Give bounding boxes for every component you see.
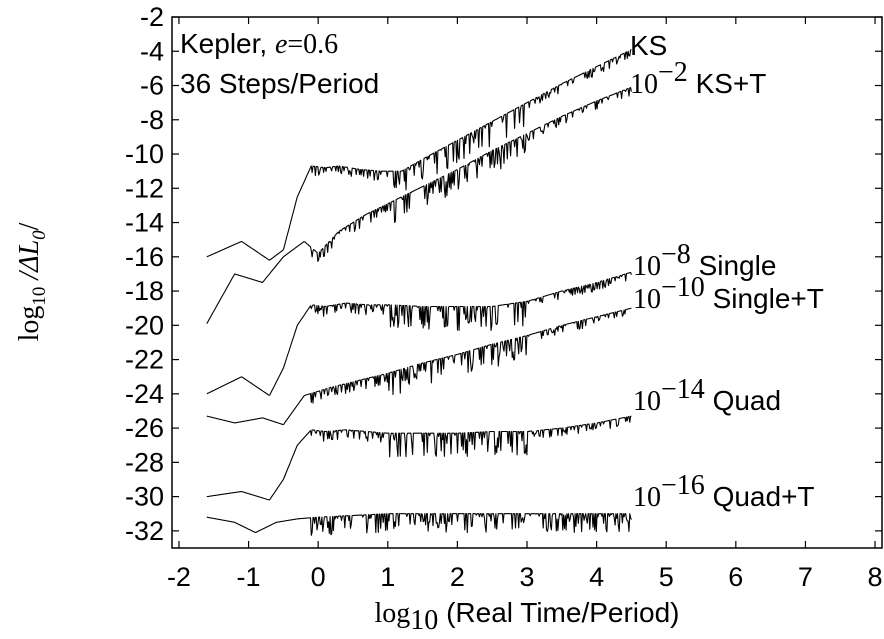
x-tick-label: 0 [311, 562, 326, 592]
x-axis-ticks: -2 -1 0 1 2 3 4 5 6 7 8 [167, 17, 883, 592]
series-label-0: KS [630, 30, 667, 61]
y-tick-label: -32 [125, 516, 164, 546]
series-line-0 [206, 49, 632, 261]
y-tick-label: -12 [125, 173, 164, 203]
y-tick-label: -22 [125, 345, 164, 375]
info-box-line2: 36 Steps/Period [180, 68, 379, 99]
x-tick-label: 3 [519, 562, 534, 592]
y-axis-label: log10 /ΔL0/ [14, 222, 50, 341]
x-tick-label: -1 [237, 562, 261, 592]
series-line-1 [206, 87, 632, 324]
x-tick-label: 7 [798, 562, 813, 592]
series-line-2 [206, 271, 632, 396]
series-line-3 [206, 307, 632, 426]
y-tick-label: -8 [140, 105, 164, 135]
y-tick-label: -14 [125, 208, 164, 238]
y-tick-label: -4 [140, 36, 164, 66]
x-tick-label: 8 [868, 562, 883, 592]
x-tick-label: 6 [728, 562, 743, 592]
series-line-5 [206, 513, 632, 536]
y-tick-label: -28 [125, 447, 164, 477]
y-tick-label: -10 [125, 139, 164, 169]
series-label-4: 10−14 Quad [633, 374, 781, 417]
y-tick-label: -2 [140, 2, 164, 32]
x-tick-label: 5 [659, 562, 674, 592]
y-tick-label: -16 [125, 242, 164, 272]
y-axis-ticks: -2 -4 -6 -8 -10 -12 -14 -16 -18 -20 -22 -24 -26 -28 -3… [125, 2, 882, 546]
y-tick-label: -6 [140, 71, 164, 101]
y-tick-label: -26 [125, 413, 164, 443]
series-lines [206, 49, 632, 536]
x-axis-label: log10 (Real Time/Period) [375, 597, 680, 636]
x-tick-label: -2 [167, 562, 191, 592]
series-line-4 [206, 415, 632, 501]
series-label-2: 10−8 Single [633, 239, 776, 282]
y-tick-label: -30 [125, 482, 164, 512]
y-tick-label: -24 [125, 379, 164, 409]
y-tick-label: -20 [125, 310, 164, 340]
x-tick-label: 2 [450, 562, 465, 592]
series-label-1: 10−2 KS+T [630, 57, 766, 100]
x-tick-label: 4 [589, 562, 604, 592]
y-tick-label: -18 [125, 276, 164, 306]
x-tick-label: 1 [380, 562, 395, 592]
info-box-line1: Kepler, e=0.6 [180, 28, 338, 60]
series-label-3: 10−10 Single+T [633, 272, 824, 315]
series-label-5: 10−16 Quad+T [633, 470, 815, 513]
